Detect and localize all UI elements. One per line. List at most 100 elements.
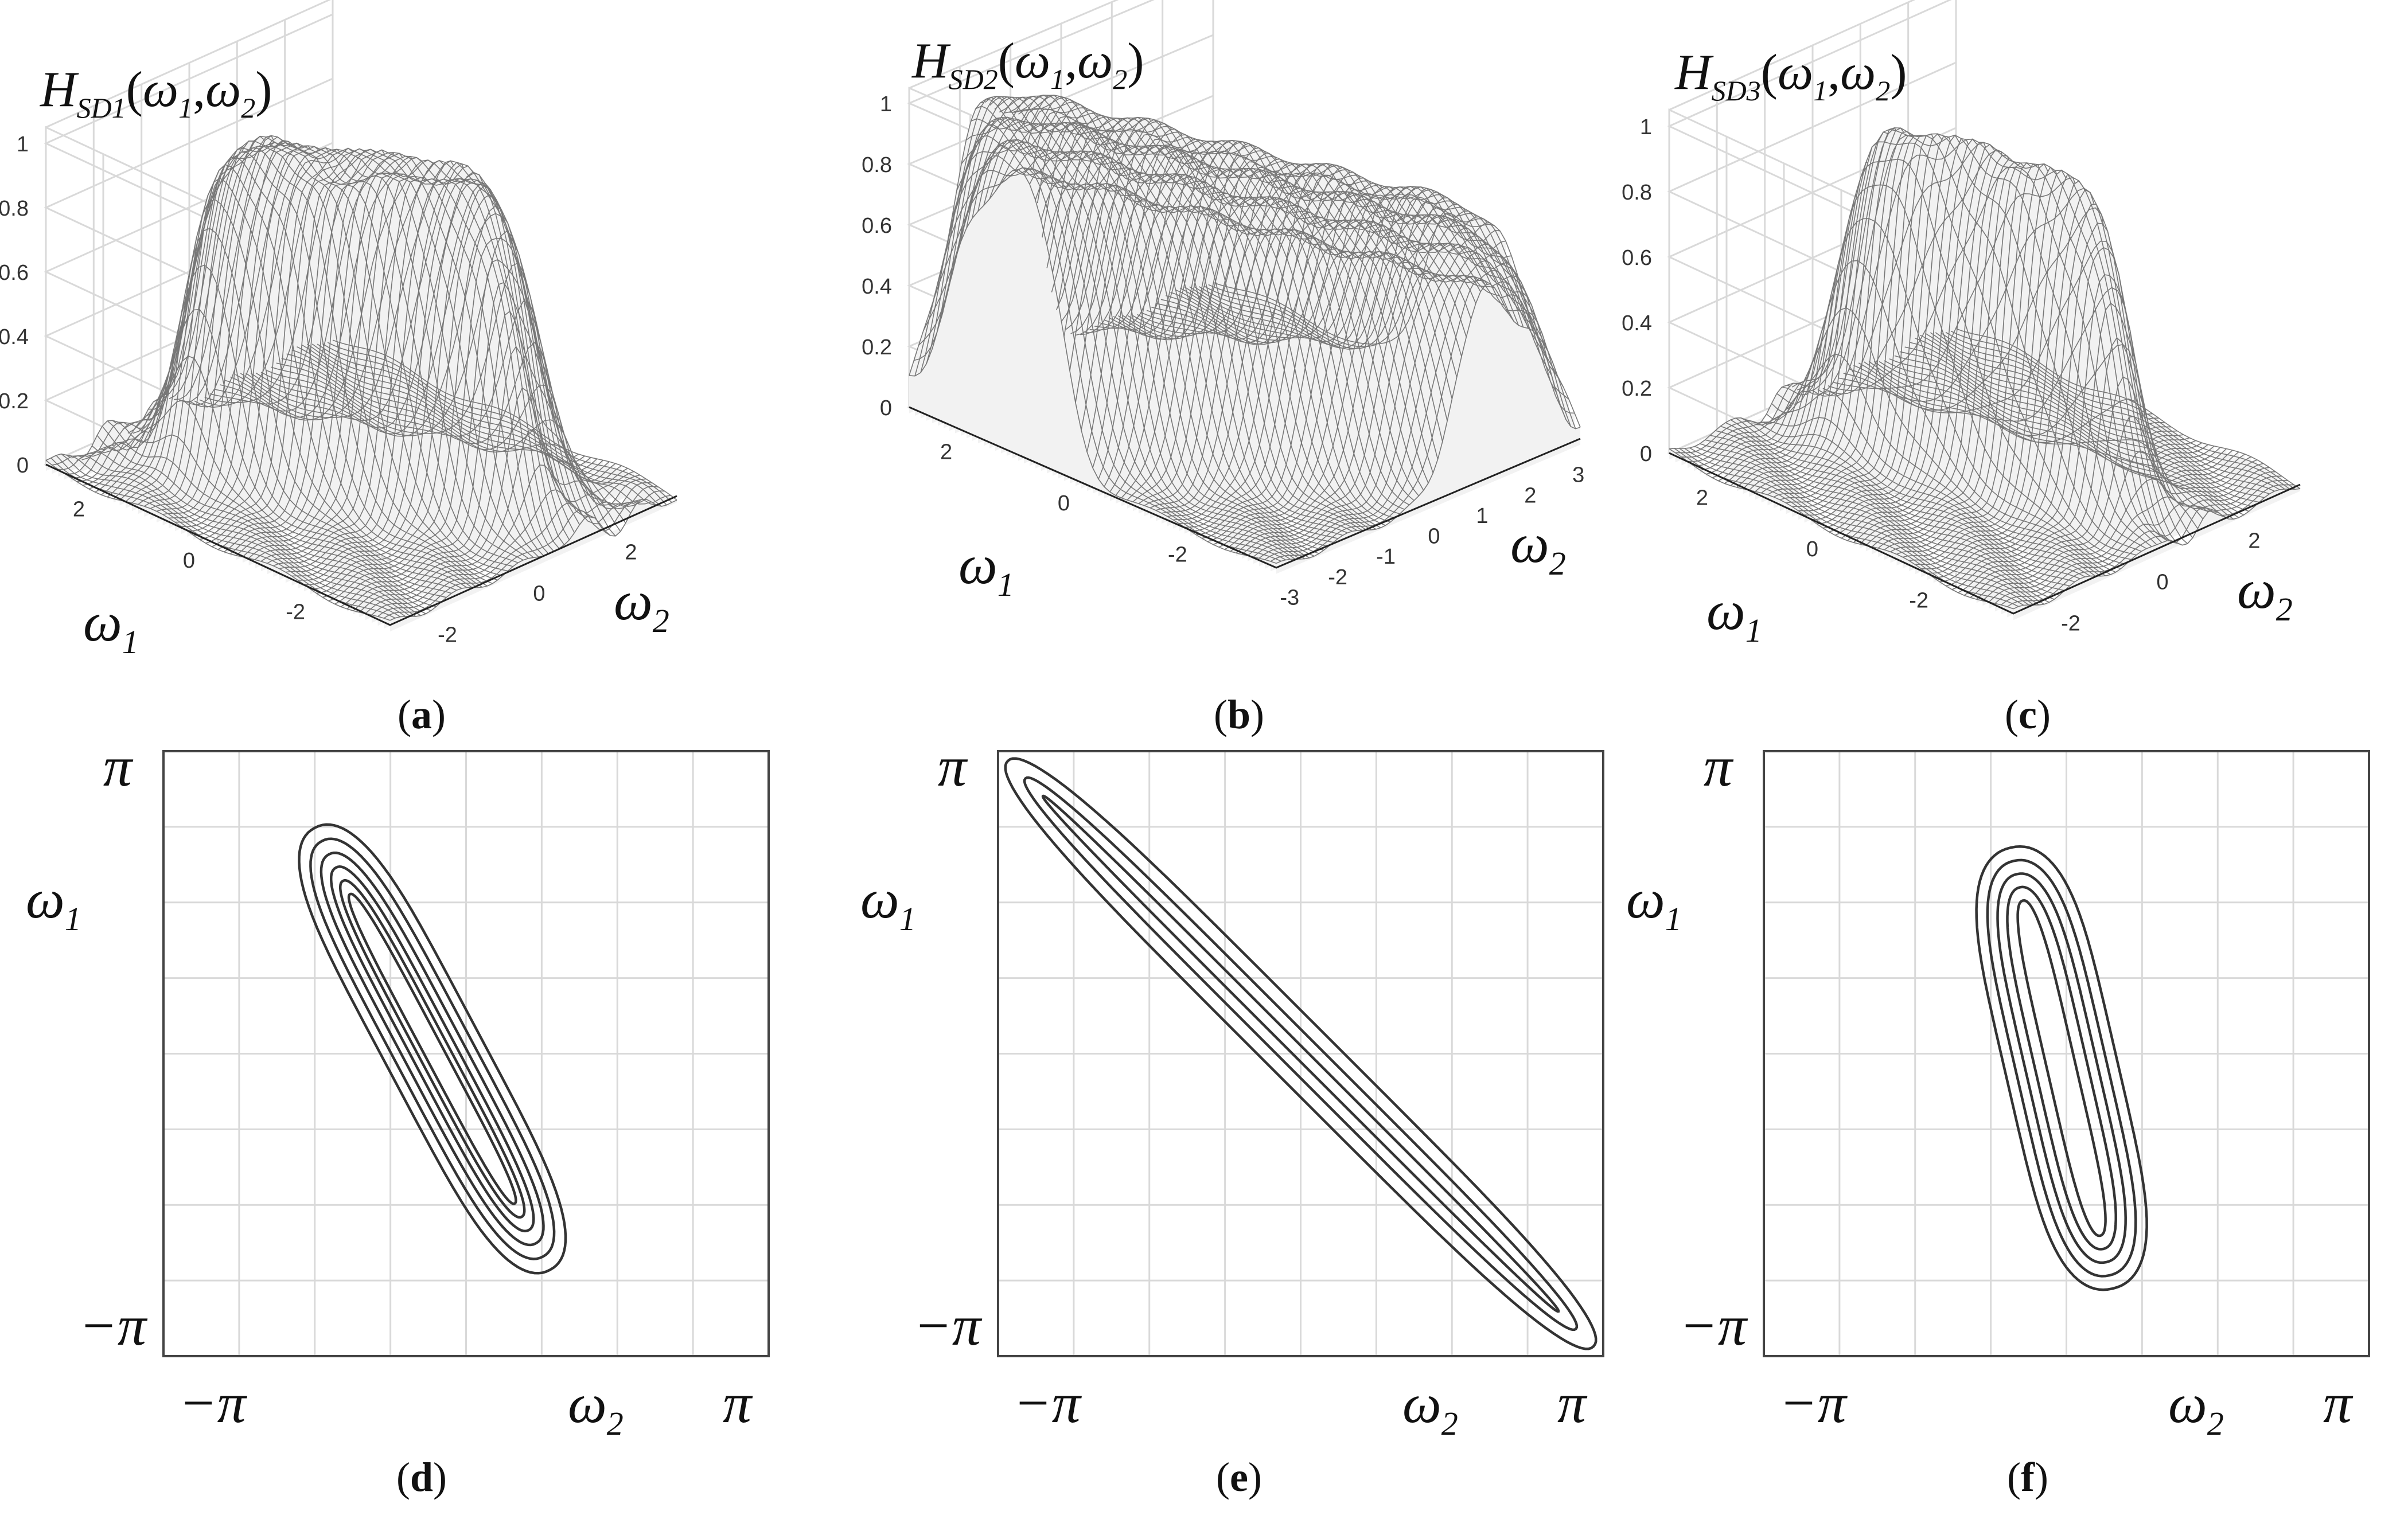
mesh-col	[975, 106, 1343, 536]
w1-tick-label: 0	[1806, 537, 1818, 561]
mesh-col	[928, 145, 1296, 560]
mesh-col	[96, 400, 442, 603]
mesh-col	[1104, 145, 1472, 334]
w1-axis-label: ω1	[1706, 580, 1762, 649]
mesh-col	[1108, 150, 1476, 338]
w2-axis-label: ω2	[568, 1373, 624, 1442]
mesh-col	[1935, 332, 2280, 490]
mesh-fill	[1964, 377, 2251, 598]
mesh-fill	[316, 213, 603, 598]
mesh-col	[1023, 101, 1391, 523]
w2-tick-label: -2	[438, 623, 457, 647]
w1-tick-label: 2	[940, 440, 952, 464]
mesh-col	[1141, 165, 1510, 337]
contour-line	[2006, 885, 2117, 1251]
mesh-col	[1156, 174, 1524, 345]
mesh-col	[1099, 141, 1467, 337]
mesh-col	[1132, 163, 1500, 334]
mesh-col	[71, 455, 416, 617]
plot-frame	[1763, 750, 2370, 1357]
mesh-col	[1127, 163, 1495, 337]
mesh-col	[1027, 107, 1396, 519]
z-tick-label: 1	[1640, 115, 1652, 139]
mesh-fill	[1958, 338, 2245, 595]
mesh-col	[1802, 127, 2147, 549]
mesh-col	[1833, 177, 2177, 544]
surface-panel-a: 1 0.8 0.6 0.4 0.2 0 2 0 -2 -2 0 2 ω1 ω2 HSD1(ω1,ω2) (a)	[0, 0, 677, 737]
w2-axis-label: ω2	[2237, 559, 2293, 628]
mesh-col	[1812, 138, 2157, 545]
mesh-col	[1208, 206, 1576, 429]
mesh-col	[1203, 201, 1572, 427]
mesh-col	[1679, 448, 2024, 606]
mesh-col	[1705, 439, 2049, 603]
mesh-col	[951, 123, 1319, 555]
w1-tick-label: 0	[183, 549, 195, 573]
y-bottom-label: −π	[1679, 1294, 1748, 1357]
w2-axis-label: ω2	[2168, 1373, 2224, 1442]
mesh-col	[297, 346, 641, 510]
mesh-col	[327, 342, 672, 503]
z-tick-label: 0.4	[1622, 311, 1652, 335]
surface-mesh	[45, 135, 677, 632]
mesh-col	[158, 143, 503, 576]
mesh-col	[1955, 328, 2301, 489]
mesh-col	[1004, 95, 1372, 530]
z-tick-label: 0.2	[862, 335, 892, 360]
w1-tick-label: -2	[286, 600, 305, 624]
y-bottom-label: −π	[913, 1294, 982, 1357]
mesh-col	[1051, 116, 1420, 497]
mesh-col	[1791, 141, 2137, 556]
w1-axis-label: ω1	[860, 868, 916, 938]
mesh-col	[1915, 338, 2259, 503]
mesh-col	[1684, 448, 2029, 606]
floor-edges	[909, 406, 1581, 569]
panel-caption: (d)	[396, 1454, 447, 1500]
w1-axis-label: ω1	[83, 591, 139, 661]
y-bottom-label: −π	[79, 1294, 147, 1357]
mesh-col	[1694, 446, 2040, 606]
x-right-label: π	[2323, 1371, 2354, 1435]
mesh-col	[1910, 342, 2254, 507]
mesh-col	[1137, 163, 1505, 334]
plot-frame	[162, 750, 770, 1357]
mesh-col	[1669, 448, 2014, 610]
w2-tick-label: 0	[2156, 571, 2168, 595]
mesh-col	[240, 163, 585, 519]
surface-panel-b: 1 0.8 0.6 0.4 0.2 0 2 0 -2 -3 -2 -1 0 1 2 3 ω1 ω2 HSD2(ω1,…	[862, 0, 1584, 737]
panel-caption: (e)	[1216, 1454, 1262, 1500]
mesh-col	[66, 454, 411, 617]
mesh-col	[1175, 186, 1543, 346]
w2-tick-label: -1	[1376, 545, 1396, 569]
mesh-col	[1843, 207, 2188, 544]
w2-tick-label: 0	[1428, 525, 1440, 549]
mesh-col	[271, 300, 616, 537]
w2-tick-label: 2	[625, 541, 637, 565]
mesh-col	[117, 228, 462, 589]
contour-line	[347, 892, 517, 1205]
z-tick-label: 0.2	[0, 389, 29, 413]
mesh-col	[1782, 184, 2126, 565]
mesh-col	[1858, 343, 2204, 520]
mesh-col	[1730, 419, 2075, 583]
mesh-col	[1146, 169, 1514, 340]
mesh-col	[168, 140, 513, 567]
w1-axis-label: ω1	[26, 868, 81, 938]
w1-tick-label: 0	[1058, 491, 1070, 516]
mesh-col	[1085, 140, 1453, 399]
mesh-col	[1776, 218, 2121, 569]
contour-line	[1986, 858, 2137, 1278]
mesh-fill	[359, 429, 646, 618]
w2-tick-label: -3	[1280, 585, 1299, 610]
mesh-col	[225, 159, 570, 540]
mesh-col	[1924, 333, 2270, 495]
w1-tick-label: 2	[1696, 486, 1708, 510]
mesh-col	[1873, 361, 2219, 513]
mesh-col	[1756, 391, 2101, 577]
contour-line	[1996, 872, 2127, 1264]
mesh-col	[76, 451, 422, 616]
contour-line	[2016, 899, 2107, 1237]
mesh-col	[1080, 138, 1448, 421]
mesh-col	[276, 342, 621, 532]
mesh-col	[1889, 358, 2234, 520]
